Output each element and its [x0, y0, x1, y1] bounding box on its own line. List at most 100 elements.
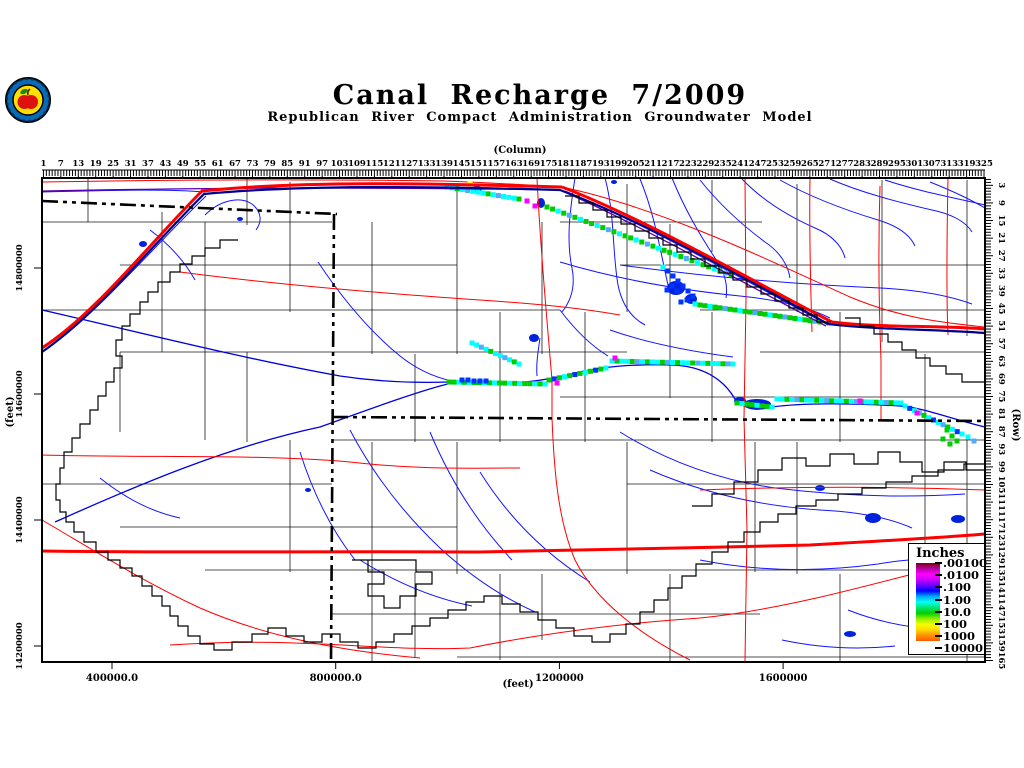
canal-cell: [502, 355, 508, 361]
legend-label: 10000: [943, 641, 984, 656]
canal-cell: [965, 434, 971, 440]
canal-cell: [544, 204, 550, 210]
canal-cell: [656, 245, 662, 251]
canal-cell: [459, 187, 465, 193]
column-tick-label: 277: [836, 159, 854, 169]
canal-cell: [589, 220, 595, 226]
canal-cell: [717, 268, 723, 274]
canal-cell: [619, 358, 625, 364]
canal-cell: [567, 373, 573, 379]
column-axis-title: (Column): [493, 145, 546, 156]
canal-cell: [639, 239, 645, 245]
interstate-highway-thick-red: [561, 185, 833, 324]
canal-cell: [594, 223, 600, 229]
canal-cell: [764, 403, 770, 409]
canal-cell: [868, 399, 874, 405]
canal-cell: [572, 214, 578, 220]
lake-blob: [951, 515, 965, 523]
canal-cell: [497, 380, 503, 386]
legend-entry: 1000: [935, 629, 975, 643]
canal-cell: [702, 303, 708, 309]
canal-cell: [507, 357, 513, 363]
canal-cell: [772, 313, 778, 319]
road-line: [699, 486, 986, 491]
row-tick-label: 111: [996, 493, 1006, 511]
apple-leaf-icon: [20, 88, 28, 95]
canal-cell: [684, 297, 690, 303]
nebraska-colorado-border: [41, 199, 338, 216]
row-tick-label: 33: [996, 267, 1006, 279]
column-tick-label: 103: [331, 159, 349, 169]
canal-cell: [921, 412, 927, 418]
canal-cell: [542, 381, 548, 387]
column-tick-label: 259: [784, 159, 802, 169]
column-tick-label: 13: [72, 159, 84, 169]
canal-cell: [734, 400, 740, 406]
canal-cell: [483, 346, 489, 352]
column-tick-label: 241: [731, 159, 749, 169]
canal-cell: [794, 397, 800, 403]
canal-cell: [524, 198, 530, 204]
column-tick-label: 61: [212, 159, 224, 169]
column-tick-label: 169: [522, 159, 540, 169]
canal-cell: [940, 422, 946, 428]
canal-cell: [675, 278, 681, 284]
river-highway-bundle: [41, 182, 986, 554]
canal-cell: [516, 196, 522, 202]
row-tick-label: 117: [996, 511, 1006, 529]
canal-cell: [814, 397, 820, 403]
x-feet-axis-title: (feet): [502, 679, 533, 690]
canal-cell: [812, 318, 818, 324]
canal-cell: [660, 264, 666, 270]
model-boundary-ne-descent: [565, 195, 831, 323]
legend-tick: [935, 586, 942, 589]
road-line: [179, 271, 621, 316]
canal-cell: [692, 301, 698, 307]
row-tick-label: 105: [996, 476, 1006, 494]
road-line: [536, 177, 691, 661]
column-tick-label: 157: [487, 159, 505, 169]
canal-cell: [469, 340, 475, 346]
canal-cell: [566, 212, 572, 218]
canal-cell: [792, 315, 798, 321]
republican-river: [54, 364, 986, 523]
row-tick-label: 39: [996, 285, 1006, 297]
y-feet-tick-label: 14600000: [15, 370, 25, 417]
column-tick-label: 307: [923, 159, 941, 169]
canal-cell: [587, 368, 593, 374]
row-tick-label: 93: [996, 443, 1006, 455]
canal-cell: [971, 438, 977, 444]
canal-cell: [614, 358, 620, 364]
us-highway-thick-red: [41, 532, 986, 554]
canal-cell: [944, 427, 950, 433]
legend-title: Inches: [916, 546, 965, 561]
legend-label: 100: [943, 617, 968, 631]
canal-cell: [522, 381, 528, 387]
state-borders: [41, 199, 986, 661]
canal-cell: [600, 225, 606, 231]
legend-entry: 10000: [935, 641, 984, 656]
canal-cell: [712, 304, 718, 310]
canal-cell: [598, 366, 604, 372]
canal-cell: [802, 317, 808, 323]
canal-cell: [707, 303, 713, 309]
canal-cell: [644, 359, 650, 365]
column-tick-label: 31: [125, 159, 137, 169]
canal-cell: [689, 258, 695, 264]
canal-cell: [759, 403, 765, 409]
canal-cell: [695, 260, 701, 266]
column-tick-label: 253: [766, 159, 784, 169]
canal-cell: [532, 203, 538, 209]
canal-cell: [950, 426, 955, 432]
lake-blob: [844, 631, 856, 637]
stream-line: [829, 178, 973, 233]
canal-cell: [622, 233, 628, 239]
row-tick-label: 63: [996, 355, 1006, 367]
platte-river-navy-line: [41, 185, 829, 353]
canal-cell: [829, 398, 835, 404]
canal-cell: [493, 351, 498, 356]
canal-cell: [517, 380, 523, 386]
canal-cell: [506, 194, 512, 200]
stream-line: [649, 469, 913, 529]
